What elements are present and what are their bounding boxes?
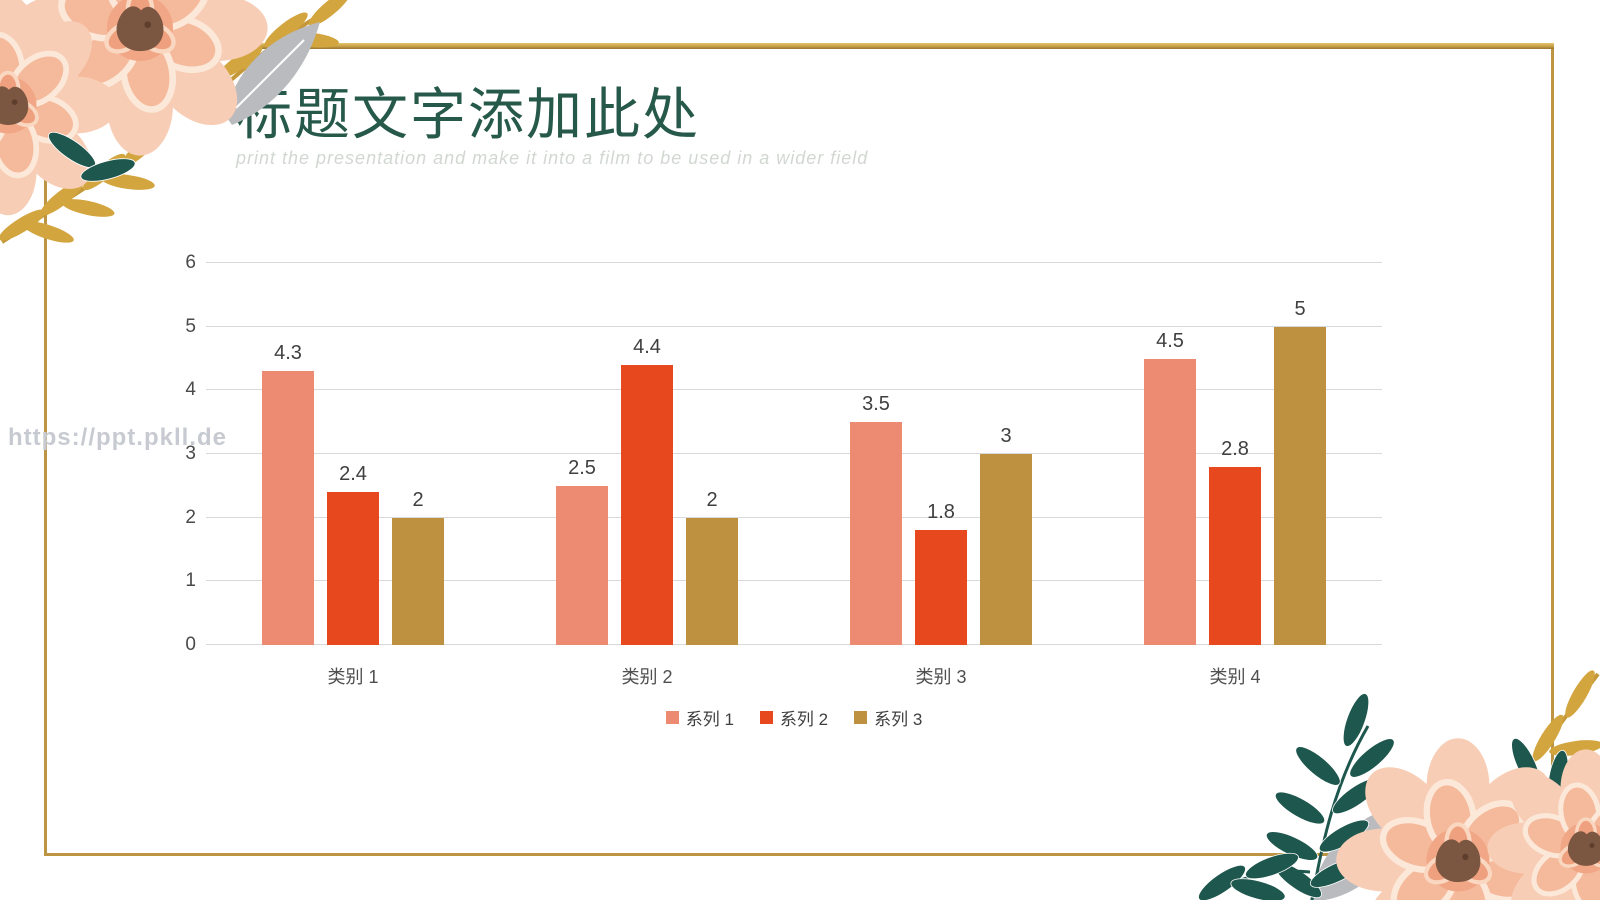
chart-legend: 系列 1 系列 2 系列 3 <box>206 705 1382 730</box>
y-axis-tick-label: 3 <box>185 443 196 464</box>
bar-value-label: 3.5 <box>862 393 890 416</box>
bar-column: 3.5 <box>850 393 902 645</box>
bar-系列 1-类别 4[interactable] <box>1144 358 1196 645</box>
header-block: 标题文字添加此处 print the presentation and make… <box>236 84 868 169</box>
bar-group: 3.5 1.8 3 <box>794 263 1088 645</box>
category-label: 类别 4 <box>1209 667 1261 687</box>
page-title[interactable]: 标题文字添加此处 <box>236 83 700 146</box>
y-axis-tick-label: 5 <box>185 315 196 337</box>
bar-column: 5 <box>1274 298 1326 645</box>
x-axis-category-labels: 类别 1 类别 2 类别 3 类别 4 <box>206 663 1382 689</box>
bar-系列 3-类别 3[interactable] <box>980 454 1032 645</box>
plot-area: 4.3 2.4 2 2.5 4.4 2 3.5 1.8 3 4.5 2.8 5 <box>206 262 1382 645</box>
bar-value-label: 2 <box>706 488 718 511</box>
legend-swatch-icon <box>854 711 868 724</box>
gridline <box>206 262 1382 263</box>
bar-系列 2-类别 3[interactable] <box>915 530 967 645</box>
bar-value-label: 2.5 <box>568 456 596 479</box>
bar-value-label: 1.8 <box>927 501 955 524</box>
bar-系列 3-类别 2[interactable] <box>686 517 738 645</box>
gold-frame-top-edge <box>44 43 1554 49</box>
bar-value-label: 5 <box>1294 297 1306 320</box>
y-axis-tick-label: 0 <box>185 634 196 655</box>
legend-label: 系列 1 <box>685 710 734 729</box>
bar-column: 4.5 <box>1144 330 1196 645</box>
bar-column: 3 <box>980 425 1032 645</box>
gridline <box>206 516 1382 518</box>
bar-column: 2.5 <box>556 457 608 645</box>
category-label: 类别 2 <box>621 667 673 687</box>
bar-column: 4.3 <box>262 342 314 645</box>
bar-系列 2-类别 2[interactable] <box>621 364 673 645</box>
bar-系列 1-类别 3[interactable] <box>850 422 902 645</box>
bar-系列 1-类别 2[interactable] <box>556 485 608 645</box>
y-axis-tick-label: 1 <box>185 570 196 592</box>
gridline <box>206 325 1382 327</box>
bar-系列 1-类别 1[interactable] <box>262 371 314 645</box>
bar-value-label: 3 <box>1000 425 1012 447</box>
bar-column: 4.4 <box>621 336 673 645</box>
bar-column: 2.4 <box>327 463 379 645</box>
bar-column: 1.8 <box>915 501 967 645</box>
bar-chart[interactable]: 0 1 2 3 4 5 6 4.3 2.4 2 2.5 4.4 2 3.5 1.8 3 4.5 2.8 5 类别 … <box>150 252 1400 743</box>
bar-value-label: 2.8 <box>1221 437 1249 460</box>
gridline <box>206 389 1382 391</box>
y-axis-tick-label: 2 <box>185 506 196 528</box>
legend-item-系列 2[interactable]: 系列 2 <box>759 705 829 730</box>
category-label: 类别 1 <box>327 667 379 687</box>
bar-系列 3-类别 4[interactable] <box>1274 326 1326 645</box>
y-axis-tick-label: 6 <box>185 252 196 273</box>
bar-group: 2.5 4.4 2 <box>500 263 794 645</box>
bar-系列 3-类别 1[interactable] <box>392 517 444 645</box>
bar-group: 4.3 2.4 2 <box>206 263 500 645</box>
bar-value-label: 2 <box>412 488 424 511</box>
category-label: 类别 3 <box>915 667 967 687</box>
bar-value-label: 4.4 <box>633 335 661 358</box>
bar-column: 2 <box>392 489 444 645</box>
gridline <box>206 580 1382 582</box>
page-subtitle: print the presentation and make it into … <box>236 148 869 168</box>
gridline <box>206 453 1382 454</box>
gridline <box>206 644 1382 645</box>
legend-swatch-icon <box>759 711 773 724</box>
bar-value-label: 4.5 <box>1156 329 1184 352</box>
watermark: https://ppt.pkll.de <box>8 424 227 451</box>
legend-label: 系列 2 <box>779 710 829 729</box>
bar-系列 2-类别 4[interactable] <box>1209 466 1261 645</box>
bar-group: 4.5 2.8 5 <box>1088 263 1382 645</box>
bar-value-label: 4.3 <box>274 342 302 365</box>
bar-系列 2-类别 1[interactable] <box>327 492 379 645</box>
legend-label: 系列 3 <box>874 710 923 729</box>
legend-swatch-icon <box>665 711 679 724</box>
y-axis: 0 1 2 3 4 5 6 <box>150 252 196 655</box>
bar-column: 2 <box>686 489 738 645</box>
legend-item-系列 3[interactable]: 系列 3 <box>854 705 922 730</box>
y-axis-tick-label: 4 <box>185 379 196 401</box>
bar-value-label: 2.4 <box>339 463 367 486</box>
bar-column: 2.8 <box>1209 438 1261 645</box>
legend-item-系列 1[interactable]: 系列 1 <box>665 705 734 730</box>
